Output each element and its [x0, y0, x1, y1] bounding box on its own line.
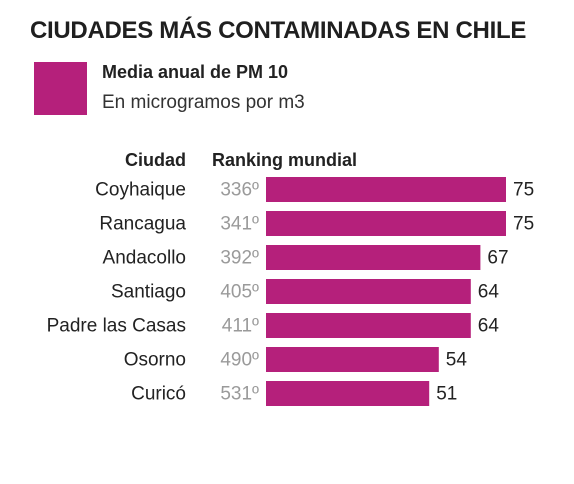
value-label: 67 [487, 248, 508, 269]
category-label: Curicó [131, 384, 186, 405]
category-label: Padre las Casas [47, 316, 186, 337]
value-label: 64 [478, 316, 500, 337]
chart-title: CIUDADES MÁS CONTAMINADAS EN CHILE [30, 17, 527, 44]
ranking-label: 336º [220, 180, 259, 201]
category-label: Andacollo [103, 248, 186, 269]
bar [266, 211, 506, 236]
bar [266, 347, 439, 372]
bar [266, 313, 471, 338]
legend-subtitle: En microgramos por m3 [102, 92, 305, 113]
ranking-label: 341º [220, 214, 259, 235]
ranking-label: 411º [222, 316, 259, 337]
bar [266, 381, 430, 406]
category-label: Santiago [111, 282, 186, 303]
value-label: 64 [478, 282, 500, 303]
category-label: Rancagua [99, 214, 186, 235]
value-label: 75 [513, 180, 534, 201]
legend-title: Media anual de PM 10 [102, 62, 289, 82]
ranking-label: 405º [220, 282, 259, 303]
bar [266, 245, 481, 270]
ranking-label: 531º [220, 384, 259, 405]
value-label: 75 [513, 214, 534, 235]
column-header-city: Ciudad [125, 150, 186, 170]
category-label: Coyhaique [95, 180, 186, 201]
legend-swatch [34, 62, 87, 115]
bar [266, 177, 506, 202]
ranking-label: 392º [220, 248, 259, 269]
ranking-label: 490º [220, 350, 259, 371]
value-label: 51 [436, 384, 457, 405]
category-label: Osorno [124, 350, 186, 371]
bar [266, 279, 471, 304]
value-label: 54 [446, 350, 468, 371]
column-header-ranking: Ranking mundial [212, 150, 358, 170]
